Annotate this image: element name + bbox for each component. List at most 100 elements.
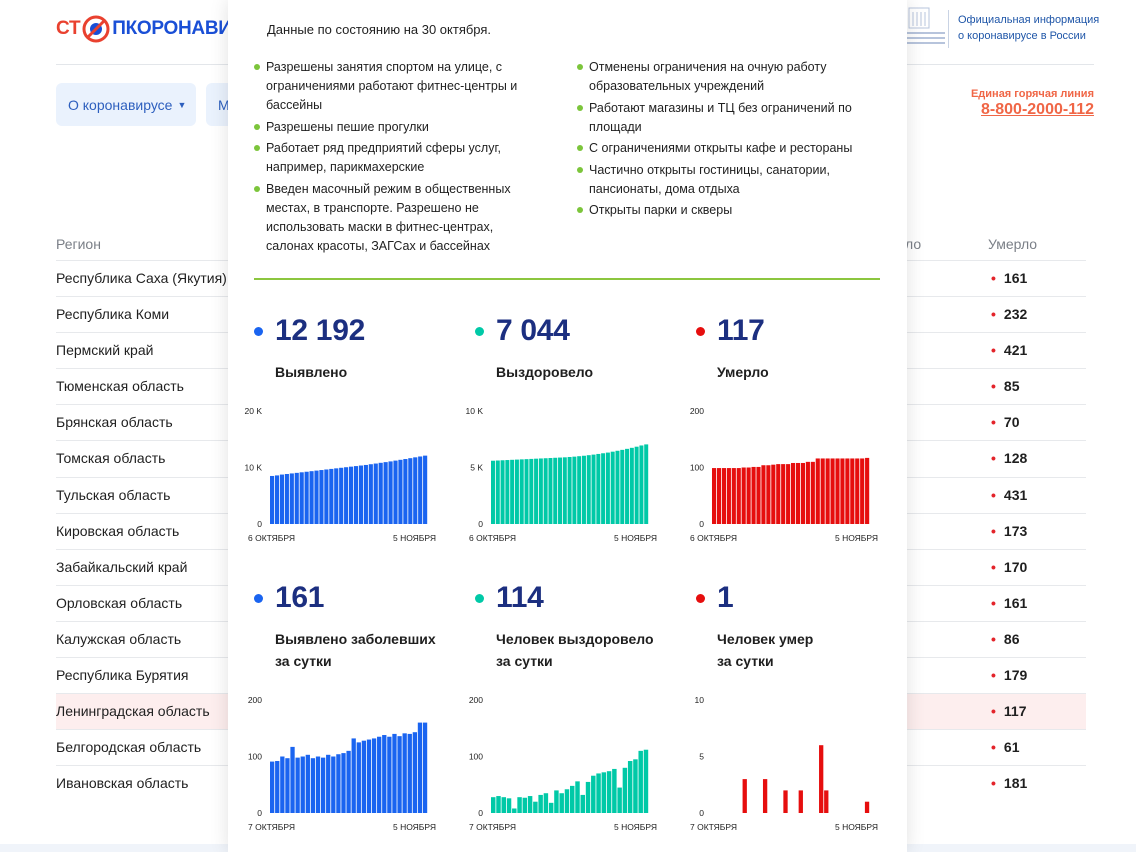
chart-bar[interactable]	[791, 462, 796, 524]
chart-bar[interactable]	[575, 781, 580, 813]
chart-bar[interactable]	[548, 458, 553, 524]
chart-bar[interactable]	[577, 456, 582, 524]
chart-bar[interactable]	[786, 464, 791, 524]
chart-bar[interactable]	[491, 797, 496, 813]
chart-bar[interactable]	[491, 460, 495, 524]
chart-bar[interactable]	[534, 458, 539, 524]
chart-bar[interactable]	[538, 458, 543, 524]
chart-bar[interactable]	[309, 471, 314, 524]
chart-bar[interactable]	[643, 749, 649, 813]
chart-bar[interactable]	[341, 753, 346, 813]
chart-bar[interactable]	[289, 473, 294, 524]
chart-bar[interactable]	[742, 779, 747, 813]
chart-bar[interactable]	[285, 758, 290, 813]
chart-bar[interactable]	[629, 447, 634, 524]
chart-bar[interactable]	[756, 466, 761, 524]
chart-bar[interactable]	[422, 722, 428, 813]
chart-bar[interactable]	[825, 458, 830, 524]
chart-bar[interactable]	[388, 461, 393, 524]
chart-bar[interactable]	[633, 759, 638, 813]
chart-bar[interactable]	[423, 455, 428, 524]
chart-bar[interactable]	[762, 779, 768, 813]
chart-bar[interactable]	[519, 459, 524, 524]
chart-bar[interactable]	[776, 464, 781, 524]
chart-bar[interactable]	[860, 458, 865, 524]
chart-bar[interactable]	[407, 733, 412, 813]
chart-bar[interactable]	[751, 466, 756, 524]
chart-bar[interactable]	[580, 794, 585, 813]
column-header-region[interactable]: Регион	[56, 236, 101, 252]
chart-bar[interactable]	[850, 458, 855, 524]
chart-bar[interactable]	[766, 465, 771, 524]
chart-bar[interactable]	[270, 761, 275, 813]
chart-bar[interactable]	[280, 756, 285, 814]
chart-bar[interactable]	[726, 468, 731, 524]
chart-bar[interactable]	[510, 459, 515, 524]
chart-bar[interactable]	[644, 444, 649, 524]
chart-bar[interactable]	[746, 467, 751, 525]
chart-bar[interactable]	[501, 797, 506, 813]
chart-bar[interactable]	[512, 808, 517, 813]
chart-bar[interactable]	[564, 789, 570, 813]
chart-bar[interactable]	[596, 773, 601, 813]
chart-bar[interactable]	[366, 739, 372, 813]
chart-bar[interactable]	[397, 736, 402, 813]
chart-bar[interactable]	[392, 733, 397, 813]
chart-bar[interactable]	[371, 738, 377, 813]
chart-bar[interactable]	[300, 756, 305, 814]
chart-bar[interactable]	[506, 798, 512, 813]
chart-bar[interactable]	[315, 756, 321, 814]
chart-bar[interactable]	[835, 458, 840, 524]
official-info-link[interactable]: Официальная информация о коронавирусе в …	[958, 12, 1128, 44]
chart-bar[interactable]	[326, 754, 331, 813]
chart-bar[interactable]	[517, 797, 522, 813]
chart-bar[interactable]	[382, 735, 387, 813]
chart-bar[interactable]	[795, 462, 801, 524]
chart-bar[interactable]	[601, 772, 607, 813]
chart-bar[interactable]	[620, 449, 625, 524]
chart-bar[interactable]	[855, 458, 860, 524]
chart-bar[interactable]	[353, 466, 359, 524]
chart-bar[interactable]	[596, 453, 601, 524]
chart-bar[interactable]	[840, 458, 845, 524]
chart-bar[interactable]	[514, 459, 519, 524]
chart-bar[interactable]	[819, 745, 824, 813]
chart-bar[interactable]	[522, 797, 528, 813]
chart-bar[interactable]	[605, 452, 610, 524]
chart-bar[interactable]	[559, 793, 564, 813]
chart-bar[interactable]	[496, 796, 501, 813]
chart-bar[interactable]	[402, 733, 407, 813]
chart-bar[interactable]	[417, 722, 423, 813]
chart-bar[interactable]	[585, 781, 591, 813]
chart-bar[interactable]	[567, 456, 572, 524]
stopcoronavirus-logo[interactable]: СТ ПКОРОНАВИ	[56, 14, 232, 44]
chart-bar[interactable]	[805, 461, 810, 524]
chart-bar[interactable]	[581, 455, 586, 524]
chart-bar[interactable]	[383, 462, 388, 524]
chart-bar[interactable]	[363, 464, 368, 524]
chart-bar[interactable]	[393, 460, 398, 524]
chart-bar[interactable]	[418, 456, 423, 524]
chart-bar[interactable]	[562, 457, 567, 524]
chart-bar[interactable]	[349, 466, 354, 524]
chart-bar[interactable]	[736, 468, 741, 524]
chart-bar[interactable]	[403, 459, 408, 524]
chart-bar[interactable]	[294, 472, 299, 524]
chart-bar[interactable]	[373, 463, 378, 524]
chart-bar[interactable]	[351, 738, 356, 813]
chart-bar[interactable]	[358, 465, 364, 524]
chart-bar[interactable]	[716, 468, 722, 524]
chart-bar[interactable]	[845, 458, 850, 524]
chart-bar[interactable]	[554, 790, 559, 813]
chart-bar[interactable]	[591, 454, 596, 524]
chart-bar[interactable]	[820, 458, 825, 524]
chart-bar[interactable]	[781, 464, 786, 524]
chart-bar[interactable]	[612, 768, 617, 813]
chart-bar[interactable]	[622, 767, 628, 813]
chart-bar[interactable]	[610, 451, 615, 524]
chart-bar[interactable]	[274, 475, 280, 524]
chart-bar[interactable]	[606, 771, 612, 813]
chart-bar[interactable]	[275, 761, 280, 813]
nav-about-coronavirus-dropdown[interactable]: О коронавирусе ▼	[56, 83, 196, 126]
chart-bar[interactable]	[336, 754, 341, 813]
